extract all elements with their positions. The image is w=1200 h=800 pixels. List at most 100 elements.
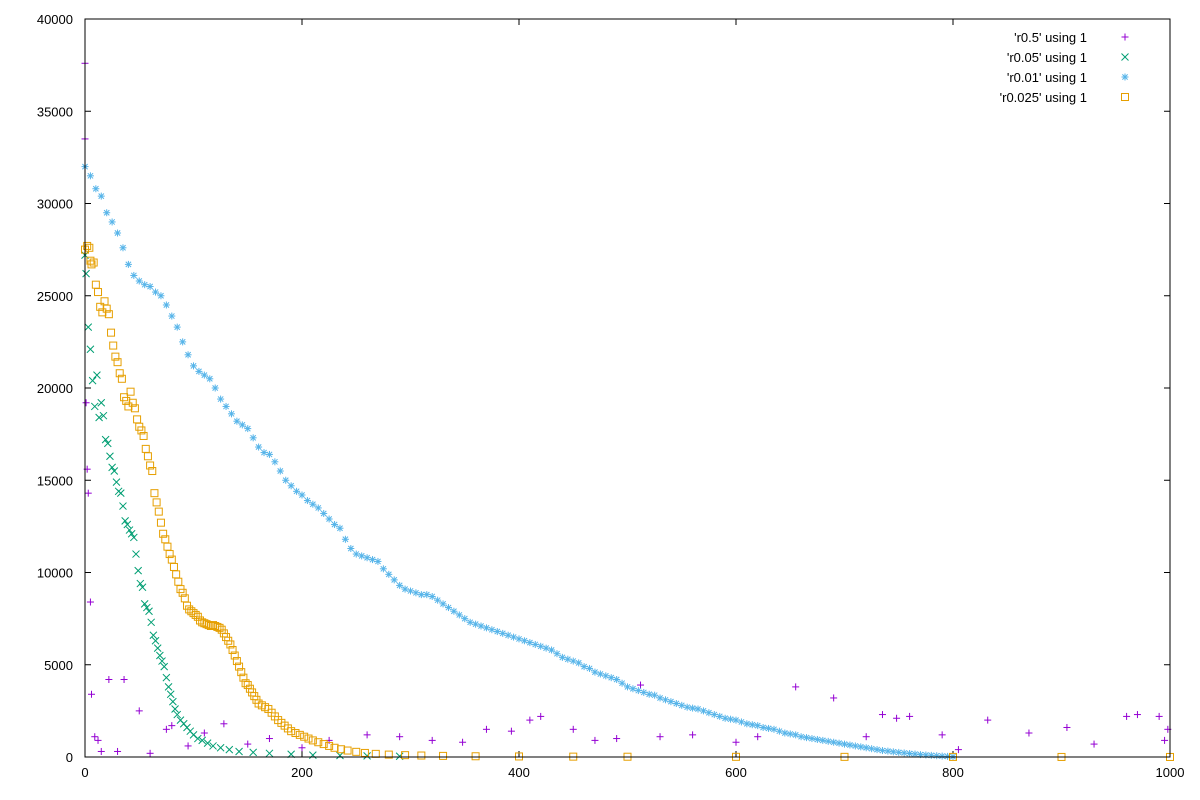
data-point (482, 725, 490, 733)
data-point (846, 741, 854, 749)
data-point (85, 243, 94, 252)
legend-label: 'r0.01' using 1 (1007, 70, 1087, 85)
data-point (444, 604, 452, 612)
data-point (878, 747, 886, 755)
data-point (107, 328, 116, 337)
data-point (126, 387, 135, 396)
data-point (694, 705, 702, 713)
data-point (472, 620, 480, 628)
x-tick-label: 1000 (1156, 765, 1185, 780)
data-point (92, 185, 100, 193)
y-tick-label: 25000 (37, 289, 73, 304)
data-point (241, 679, 250, 688)
data-point (661, 696, 669, 704)
data-point (314, 738, 323, 747)
data-point (140, 600, 149, 608)
data-point (168, 312, 176, 320)
data-point (113, 358, 122, 367)
data-point (428, 736, 436, 744)
data-point (325, 741, 334, 750)
data-point (83, 241, 92, 250)
data-point (765, 724, 773, 732)
data-point (721, 714, 729, 722)
data-point (97, 747, 105, 755)
data-point (537, 712, 545, 720)
data-point (1123, 712, 1131, 720)
data-point (146, 749, 154, 757)
data-point (689, 704, 697, 712)
data-point (515, 752, 523, 761)
legend-marker (1121, 33, 1129, 41)
data-point (276, 467, 284, 475)
data-point (217, 395, 225, 403)
data-point (156, 651, 164, 660)
data-point (841, 740, 848, 748)
data-point (298, 744, 306, 752)
data-point (678, 701, 686, 709)
data-point (459, 738, 467, 746)
data-point (705, 709, 713, 717)
data-point (190, 362, 197, 370)
data-point (104, 310, 113, 319)
data-point (775, 727, 783, 735)
data-point (396, 733, 404, 741)
data-point (119, 502, 127, 510)
data-point (862, 733, 870, 741)
series-0 (81, 59, 1172, 757)
data-point (813, 735, 821, 743)
data-point (147, 618, 156, 627)
data-point (265, 749, 274, 758)
data-point (146, 283, 154, 291)
data-point (132, 550, 140, 558)
data-point (220, 720, 228, 728)
data-point (634, 687, 642, 695)
x-tick-label: 200 (291, 765, 313, 780)
data-point (637, 681, 645, 689)
data-point (401, 751, 410, 760)
data-point (123, 520, 132, 529)
data-point (624, 683, 631, 691)
data-point (553, 650, 561, 658)
data-point (499, 629, 507, 637)
data-point (727, 715, 735, 723)
data-point (607, 674, 615, 682)
data-point (227, 410, 235, 418)
data-point (303, 497, 311, 505)
data-point (152, 288, 160, 296)
data-point (115, 369, 124, 378)
y-tick-label: 10000 (37, 566, 73, 581)
data-point (667, 698, 675, 706)
data-point (1155, 712, 1163, 720)
series-2 (81, 163, 957, 761)
data-point (439, 600, 447, 608)
data-point (121, 516, 129, 525)
data-point (112, 478, 121, 486)
data-point (580, 663, 588, 671)
data-point (325, 515, 333, 523)
data-point (101, 435, 110, 444)
data-point (347, 545, 355, 553)
data-point (343, 746, 352, 755)
data-point (114, 229, 122, 237)
data-point (645, 690, 653, 698)
data-point (135, 707, 143, 715)
data-point (244, 425, 252, 433)
data-point (152, 498, 161, 507)
data-point (103, 209, 111, 217)
data-point (542, 644, 550, 652)
data-point (300, 732, 309, 741)
data-point (153, 644, 162, 652)
data-point (428, 592, 436, 600)
data-point (110, 467, 119, 475)
data-point (88, 376, 97, 385)
data-point (154, 507, 163, 516)
data-point (265, 735, 273, 743)
data-point (602, 672, 610, 680)
data-point (178, 588, 187, 597)
legend-marker (1121, 73, 1129, 81)
data-point (135, 277, 143, 285)
data-point (87, 260, 96, 269)
data-point (493, 628, 501, 636)
data-point (900, 749, 908, 757)
